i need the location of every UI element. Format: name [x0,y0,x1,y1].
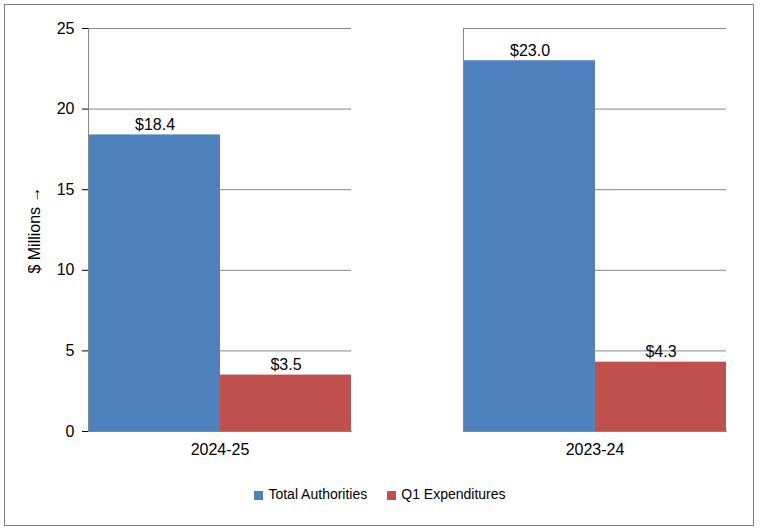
svg-text:25: 25 [57,20,75,37]
html-text:Q1 Expenditures: Q1 Expenditures [401,486,506,502]
svg-text:0: 0 [66,423,75,440]
svg-text:2023-24: 2023-24 [566,441,625,458]
svg-text:15: 15 [57,181,75,198]
svg-text:$3.5: $3.5 [270,356,301,373]
html-text:Total Authorities: Total Authorities [268,486,368,502]
svg-text:10: 10 [57,261,75,278]
svg-text:$4.3: $4.3 [645,343,676,360]
svg-text:5: 5 [66,342,75,359]
svg-text:20: 20 [57,100,75,117]
svg-text:$18.4: $18.4 [135,116,175,133]
svg-text:2024-25: 2024-25 [191,441,250,458]
svg-text:$ Millions →: $ Millions → [26,186,43,273]
svg-text:$23.0: $23.0 [510,42,550,59]
